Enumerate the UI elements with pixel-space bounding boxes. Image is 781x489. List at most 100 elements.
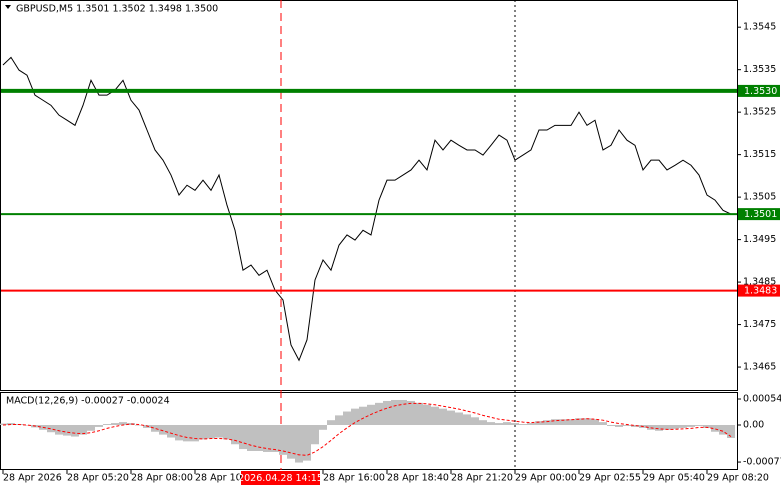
macd-bar xyxy=(303,425,311,461)
y-tick-label: 1.3505 xyxy=(743,192,776,203)
macd-bar xyxy=(207,425,215,439)
x-tick-label: 28 Apr 08:00 xyxy=(131,473,193,484)
macd-bar xyxy=(727,425,735,438)
macd-bar xyxy=(679,425,687,428)
macd-bar xyxy=(671,425,679,429)
macd-bar xyxy=(455,412,463,426)
signal-line xyxy=(2,402,732,456)
macd-bar xyxy=(159,425,167,435)
x-tick-label: 29 Apr 02:55 xyxy=(579,473,641,484)
macd-bar xyxy=(311,425,319,445)
macd-bar xyxy=(111,423,119,426)
macd-bar xyxy=(127,423,135,426)
macd-bar xyxy=(583,418,591,426)
macd-bar xyxy=(87,425,95,431)
x-tick-label: 28 Apr 18:40 xyxy=(387,473,449,484)
macd-bar xyxy=(215,425,223,438)
macd-bar xyxy=(599,422,607,426)
macd-bar xyxy=(711,425,719,432)
y-tick-label: 1.3495 xyxy=(743,234,776,245)
macd-bar xyxy=(63,425,71,436)
macd-bar xyxy=(655,425,663,431)
macd-bar xyxy=(359,406,367,426)
macd-bar xyxy=(623,425,631,426)
level-label: 1.3483 xyxy=(744,286,777,297)
macd-bar xyxy=(503,422,511,426)
level-label: 1.3530 xyxy=(744,86,777,97)
macd-bar xyxy=(343,411,351,426)
macd-bar xyxy=(263,425,271,452)
macd-bar xyxy=(687,425,695,427)
y-tick-label: -0.00077 xyxy=(743,457,781,468)
macd-bar xyxy=(167,425,175,438)
menu-triangle xyxy=(5,5,11,9)
x-tick-label: 28 Apr 05:20 xyxy=(67,473,129,484)
macd-bar xyxy=(95,425,103,427)
y-tick-label: 1.3475 xyxy=(743,319,776,330)
macd-bar xyxy=(255,425,263,451)
macd-bar xyxy=(559,419,567,426)
macd-bar xyxy=(615,425,623,427)
macd-bar xyxy=(383,400,391,426)
macd-bar xyxy=(463,414,471,426)
macd-bar xyxy=(199,425,207,440)
level-label: 1.3501 xyxy=(744,209,777,220)
macd-bar xyxy=(279,425,287,455)
macd-bar xyxy=(439,408,447,426)
macd-bar xyxy=(0,423,7,426)
macd-bar xyxy=(551,419,559,426)
x-tick-label: 28 Apr 16:00 xyxy=(323,473,385,484)
macd-bar xyxy=(151,425,159,432)
crosshair-tag xyxy=(241,471,320,485)
macd-bar xyxy=(239,425,247,450)
macd-bar xyxy=(375,402,383,426)
macd-bar xyxy=(663,425,671,430)
macd-bar xyxy=(23,425,31,426)
macd-bar xyxy=(135,425,143,426)
macd-bar xyxy=(79,425,87,435)
macd-bar xyxy=(247,425,255,451)
macd-bar xyxy=(423,404,431,426)
level-tag xyxy=(738,208,780,221)
chart-title: GBPUSD,M5 1.3501 1.3502 1.3498 1.3500 xyxy=(16,4,218,15)
macd-bar xyxy=(591,419,599,426)
macd-bar xyxy=(183,425,191,442)
macd-bar xyxy=(287,425,295,459)
macd-bar xyxy=(319,425,327,430)
macd-bar xyxy=(719,425,727,435)
macd-bar xyxy=(175,425,183,441)
macd-bar xyxy=(71,425,79,437)
y-tick-label: 1.3515 xyxy=(743,149,776,160)
x-tick-label: 29 Apr 05:40 xyxy=(643,473,705,484)
macd-bar xyxy=(511,423,519,426)
price-line xyxy=(2,56,732,362)
macd-bar xyxy=(231,425,239,445)
macd-bar xyxy=(335,415,343,426)
macd-bar xyxy=(295,425,303,463)
macd-bar xyxy=(119,422,127,426)
crosshair-label: 2026.04.28 14:15 xyxy=(238,473,323,484)
macd-bar xyxy=(607,425,615,426)
x-tick-label: 29 Apr 08:20 xyxy=(707,473,769,484)
level-tag xyxy=(738,284,780,297)
macd-bar xyxy=(327,420,335,426)
y-tick-label: 1.3535 xyxy=(743,64,776,75)
macd-bar xyxy=(431,406,439,426)
macd-bar xyxy=(703,425,711,428)
macd-bar xyxy=(191,425,199,442)
macd-bar xyxy=(495,423,503,426)
macd-bar xyxy=(543,420,551,426)
x-tick-label: 28 Apr 21:20 xyxy=(451,473,513,484)
y-tick-label: 1.3465 xyxy=(743,362,776,373)
macd-bar xyxy=(103,424,111,426)
y-tick-label: 1.3485 xyxy=(743,277,776,288)
macd-bar xyxy=(695,425,703,426)
x-tick-label: 28 Apr 2026 xyxy=(3,473,62,484)
macd-bar xyxy=(47,425,55,433)
macd-bar xyxy=(391,399,399,426)
macd-bar xyxy=(567,419,575,426)
macd-bar xyxy=(519,424,527,426)
macd-bar xyxy=(575,418,583,426)
macd-bar xyxy=(399,399,407,426)
